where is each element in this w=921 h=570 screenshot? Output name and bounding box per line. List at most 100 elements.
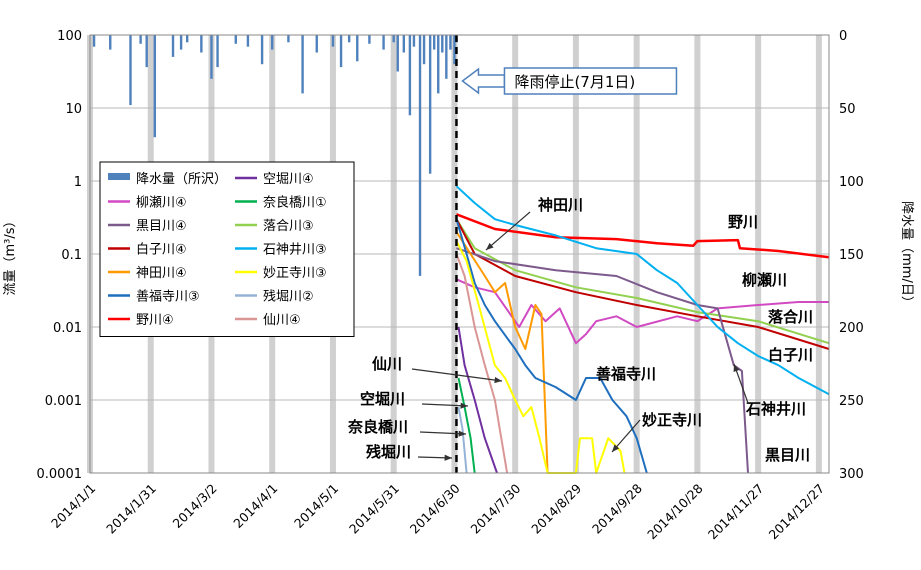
legend: 降水量（所沢） 空堀川④ 柳瀬川④ 奈良橋川① 黒目川④ 落合川③ 白子川④ 石神井川③ 神田川… bbox=[99, 161, 355, 337]
precip-bar bbox=[347, 35, 351, 43]
rain-stop-arrow-icon bbox=[461, 67, 506, 95]
series-line bbox=[456, 278, 829, 345]
precip-bar bbox=[153, 35, 156, 138]
annotation-arrowhead bbox=[486, 242, 494, 250]
series-line bbox=[455, 253, 509, 474]
series-line bbox=[456, 213, 830, 259]
annotation-shakujii: 石神井川 bbox=[745, 400, 806, 418]
precip-bar bbox=[392, 35, 395, 43]
legend-label: 残堀川② bbox=[263, 290, 314, 305]
precip-bar bbox=[382, 35, 385, 50]
precip-bar bbox=[234, 35, 237, 44]
precip-bar bbox=[92, 35, 96, 47]
annotation-myoshoji: 妙正寺川 bbox=[642, 411, 702, 429]
legend-label: 柳瀬川④ bbox=[136, 196, 187, 211]
precip-bar bbox=[331, 35, 335, 47]
series-line bbox=[457, 326, 498, 474]
precip-bar bbox=[129, 35, 132, 106]
y-right-tick-label: 0 bbox=[839, 29, 847, 44]
precip-bar bbox=[422, 35, 426, 65]
legend-label: 降水量（所沢） bbox=[136, 172, 227, 187]
annotation-kurome: 黒目川 bbox=[765, 446, 810, 464]
precip-bar bbox=[453, 35, 456, 65]
precip-bar bbox=[301, 35, 304, 94]
flow-series-lines bbox=[455, 185, 830, 474]
annotation-nogawa: 野川 bbox=[728, 213, 758, 231]
legend-swatch bbox=[108, 173, 130, 180]
annotation-karabori: 空堀川 bbox=[360, 390, 405, 408]
precip-bar bbox=[432, 35, 436, 50]
series-line bbox=[455, 240, 626, 474]
x-tick-label: 2014/1/31 bbox=[103, 481, 159, 537]
y-right-tick-label: 200 bbox=[839, 321, 864, 336]
annotation-arrowhead bbox=[444, 454, 452, 461]
rain-stop-callout: 降雨停止(7月1日) bbox=[461, 67, 678, 95]
x-tick-label: 2014/11/27 bbox=[705, 481, 767, 543]
annotation-arrow bbox=[411, 368, 503, 382]
precip-bar bbox=[287, 35, 290, 43]
y-right-tick-label: 100 bbox=[839, 175, 864, 190]
precip-bar bbox=[402, 35, 406, 53]
x-tick-label: 2014/12/27 bbox=[766, 481, 828, 543]
y-left-tick-label: 0.001 bbox=[45, 394, 82, 409]
y-axis-right-label: 降水量（mm/日） bbox=[899, 201, 914, 309]
legend-label: 奈良橋川① bbox=[263, 195, 327, 211]
x-tick-label: 2014/1/1 bbox=[48, 481, 98, 531]
y-left-tick-label: 0.1 bbox=[61, 248, 82, 263]
precip-bar bbox=[210, 35, 213, 79]
plot-frame bbox=[89, 34, 830, 474]
annotation-arrow bbox=[485, 211, 531, 251]
series-line bbox=[455, 218, 830, 345]
x-tick-label: 2014/9/28 bbox=[589, 481, 645, 537]
precip-bar bbox=[412, 35, 416, 47]
annotation-yanase: 柳瀬川 bbox=[742, 271, 787, 289]
legend-label: 神田川④ bbox=[136, 266, 187, 281]
x-tick-label: 2014/10/28 bbox=[644, 481, 706, 543]
annotation-arrowhead bbox=[458, 430, 466, 437]
x-tick-label: 2014/8/29 bbox=[528, 481, 584, 537]
series-line bbox=[455, 231, 549, 474]
precip-bar bbox=[396, 35, 399, 72]
annotation-kanda: 神田川 bbox=[538, 196, 583, 214]
legend-label: 野川④ bbox=[136, 313, 174, 328]
y-right-tick-label: 300 bbox=[839, 467, 864, 482]
annotation-arrow bbox=[419, 431, 467, 435]
precip-bar bbox=[408, 35, 412, 116]
precip-bar bbox=[339, 35, 343, 68]
legend-label: 仙川④ bbox=[263, 313, 301, 328]
annotation-arrowhead bbox=[494, 376, 502, 384]
annotation-sengawa: 仙川 bbox=[372, 355, 402, 373]
precip-bar bbox=[445, 35, 448, 79]
legend-label: 妙正寺川③ bbox=[263, 266, 327, 281]
precip-bar bbox=[109, 35, 112, 50]
series-line bbox=[455, 218, 830, 350]
annotation-arrowhead bbox=[460, 402, 468, 409]
y-right-tick-label: 250 bbox=[839, 394, 864, 409]
x-tick-label: 2014/7/30 bbox=[468, 481, 524, 537]
precip-bar bbox=[449, 35, 452, 50]
precip-bar bbox=[356, 35, 359, 62]
legend-label: 空堀川④ bbox=[263, 172, 314, 187]
legend-label: 善福寺川③ bbox=[136, 289, 200, 305]
precip-bar bbox=[139, 35, 142, 44]
annotation-arrowhead bbox=[733, 364, 740, 372]
precip-bar bbox=[171, 35, 175, 57]
rain-stop-label-box bbox=[503, 67, 678, 95]
y-left-tick-label: 10 bbox=[65, 102, 82, 117]
y-right-tick-label: 150 bbox=[839, 248, 864, 263]
y-left-tick-label: 100 bbox=[57, 29, 82, 44]
y-right-tick-label: 50 bbox=[839, 102, 856, 117]
x-tick-label: 2014/5/31 bbox=[346, 481, 402, 537]
precip-bar bbox=[260, 35, 264, 65]
precip-bar bbox=[179, 35, 183, 50]
precip-bar bbox=[441, 35, 444, 53]
y-left-tick-label: 1 bbox=[74, 175, 82, 190]
annotation-zanbori: 残堀川 bbox=[366, 443, 411, 461]
legend-label: 石神井川③ bbox=[263, 243, 327, 258]
annotation-ochiai: 落合川 bbox=[768, 308, 813, 326]
series-line bbox=[456, 247, 749, 474]
series-line bbox=[457, 406, 468, 474]
precip-bar bbox=[185, 35, 189, 43]
annotation-arrow bbox=[421, 403, 469, 407]
